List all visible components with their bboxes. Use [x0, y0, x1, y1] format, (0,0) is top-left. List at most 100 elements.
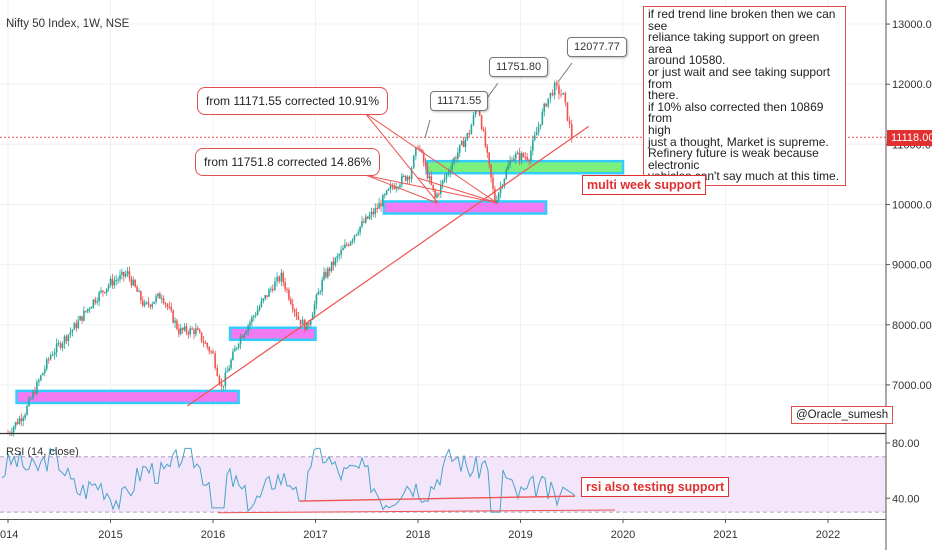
candle-body — [43, 368, 46, 373]
candle-body — [191, 328, 193, 330]
candle-body — [69, 332, 72, 335]
candle-body — [438, 193, 440, 195]
price-tag-11171[interactable]: 11171.55 — [430, 91, 489, 111]
candle-body — [330, 261, 333, 272]
candle-body — [264, 295, 266, 299]
analysis-note[interactable]: if red trend line broken then we can see… — [643, 6, 846, 186]
support-zone-magenta-2 — [228, 326, 317, 342]
candle-body — [466, 133, 469, 140]
candle-body — [271, 288, 274, 291]
candle-body — [270, 288, 272, 290]
candle-body — [185, 326, 188, 333]
candle-body — [426, 165, 429, 179]
candle-body — [45, 359, 48, 369]
candle-body — [351, 239, 354, 242]
candle-body — [383, 194, 386, 196]
candle-body — [488, 152, 490, 165]
note-line: if 10% also corrected then 10869 from — [648, 99, 824, 126]
candle-body — [553, 82, 556, 96]
candle-body — [304, 319, 306, 331]
x-tick-label: 2020 — [611, 529, 635, 541]
candlestick-series — [7, 79, 573, 437]
candle-body — [195, 328, 197, 335]
candle-body — [256, 310, 259, 316]
note-line: high — [648, 122, 671, 137]
candle-body — [157, 293, 159, 297]
callout-11171[interactable]: from 11171.55 corrected 10.91% — [197, 87, 388, 115]
candle-body — [424, 162, 427, 166]
candle-body — [226, 371, 229, 373]
candle-body — [497, 192, 500, 201]
callout-11751[interactable]: from 11751.8 corrected 14.86% — [195, 148, 381, 176]
candle-body — [530, 150, 532, 161]
candle-body — [422, 152, 425, 163]
note-line: or just wait and see taking support from — [648, 64, 831, 91]
candle-body — [507, 165, 509, 170]
grid-lines — [0, 0, 886, 519]
candle-body — [522, 153, 525, 157]
candle-body — [547, 98, 550, 107]
candle-body — [247, 325, 249, 332]
candle-body — [295, 311, 298, 317]
candle-body — [16, 422, 19, 424]
candle-body — [206, 343, 209, 348]
candle-body — [36, 381, 38, 395]
candle-body — [495, 200, 498, 203]
candle-body — [260, 301, 263, 307]
callout-11751-text: from 11751.8 corrected 14.86% — [204, 155, 372, 169]
price-tag-11751[interactable]: 11751.80 — [489, 57, 549, 77]
candle-body — [399, 184, 401, 188]
candle-body — [77, 320, 80, 329]
candle-body — [14, 422, 17, 427]
candle-body — [24, 414, 26, 418]
candle-body — [361, 221, 363, 227]
candle-body — [208, 347, 211, 352]
rsi-support-label[interactable]: rsi also testing support — [581, 477, 730, 497]
candle-body — [365, 216, 367, 223]
candle-body — [134, 279, 136, 287]
candle-body — [222, 385, 225, 387]
candle-body — [210, 351, 212, 353]
candle-body — [301, 319, 304, 325]
candle-body — [524, 156, 527, 158]
candle-body — [83, 310, 85, 321]
candle-body — [445, 173, 448, 179]
support-zone-magenta-1 — [15, 389, 240, 405]
candle-body — [486, 146, 489, 153]
candle-body — [262, 298, 265, 302]
note-line: there. — [648, 88, 679, 103]
candle-body — [202, 341, 205, 343]
candle-body — [391, 185, 394, 187]
candle-body — [382, 195, 384, 207]
callout-leader — [364, 112, 498, 204]
rsi-line — [1, 447, 576, 513]
candle-body — [387, 188, 390, 191]
candle-body — [556, 82, 558, 86]
candle-body — [474, 109, 477, 115]
candle-body — [509, 160, 511, 166]
candle-body — [274, 281, 276, 291]
candle-body — [533, 135, 536, 141]
candle-body — [266, 295, 268, 297]
analysis-note-lines: if red trend line broken then we can see… — [648, 8, 841, 183]
rsi-tick-label: 40.00 — [892, 493, 920, 505]
candle-body — [376, 208, 378, 210]
candle-body — [40, 375, 42, 381]
candle-body — [520, 153, 523, 161]
candle-body — [313, 304, 316, 315]
candle-body — [170, 306, 173, 311]
price-tag-12077[interactable]: 12077.77 — [567, 37, 627, 57]
candle-body — [57, 343, 60, 345]
candle-body — [254, 315, 257, 317]
candle-body — [122, 271, 125, 277]
candle-body — [317, 292, 320, 296]
callout-leader — [557, 62, 573, 83]
candle-body — [338, 254, 341, 256]
candle-body — [380, 203, 382, 207]
candle-body — [419, 148, 421, 150]
candle-body — [51, 355, 54, 357]
candle-body — [235, 347, 238, 349]
multi-week-support-label[interactable]: multi week support — [582, 175, 706, 195]
support-zones — [15, 159, 625, 405]
